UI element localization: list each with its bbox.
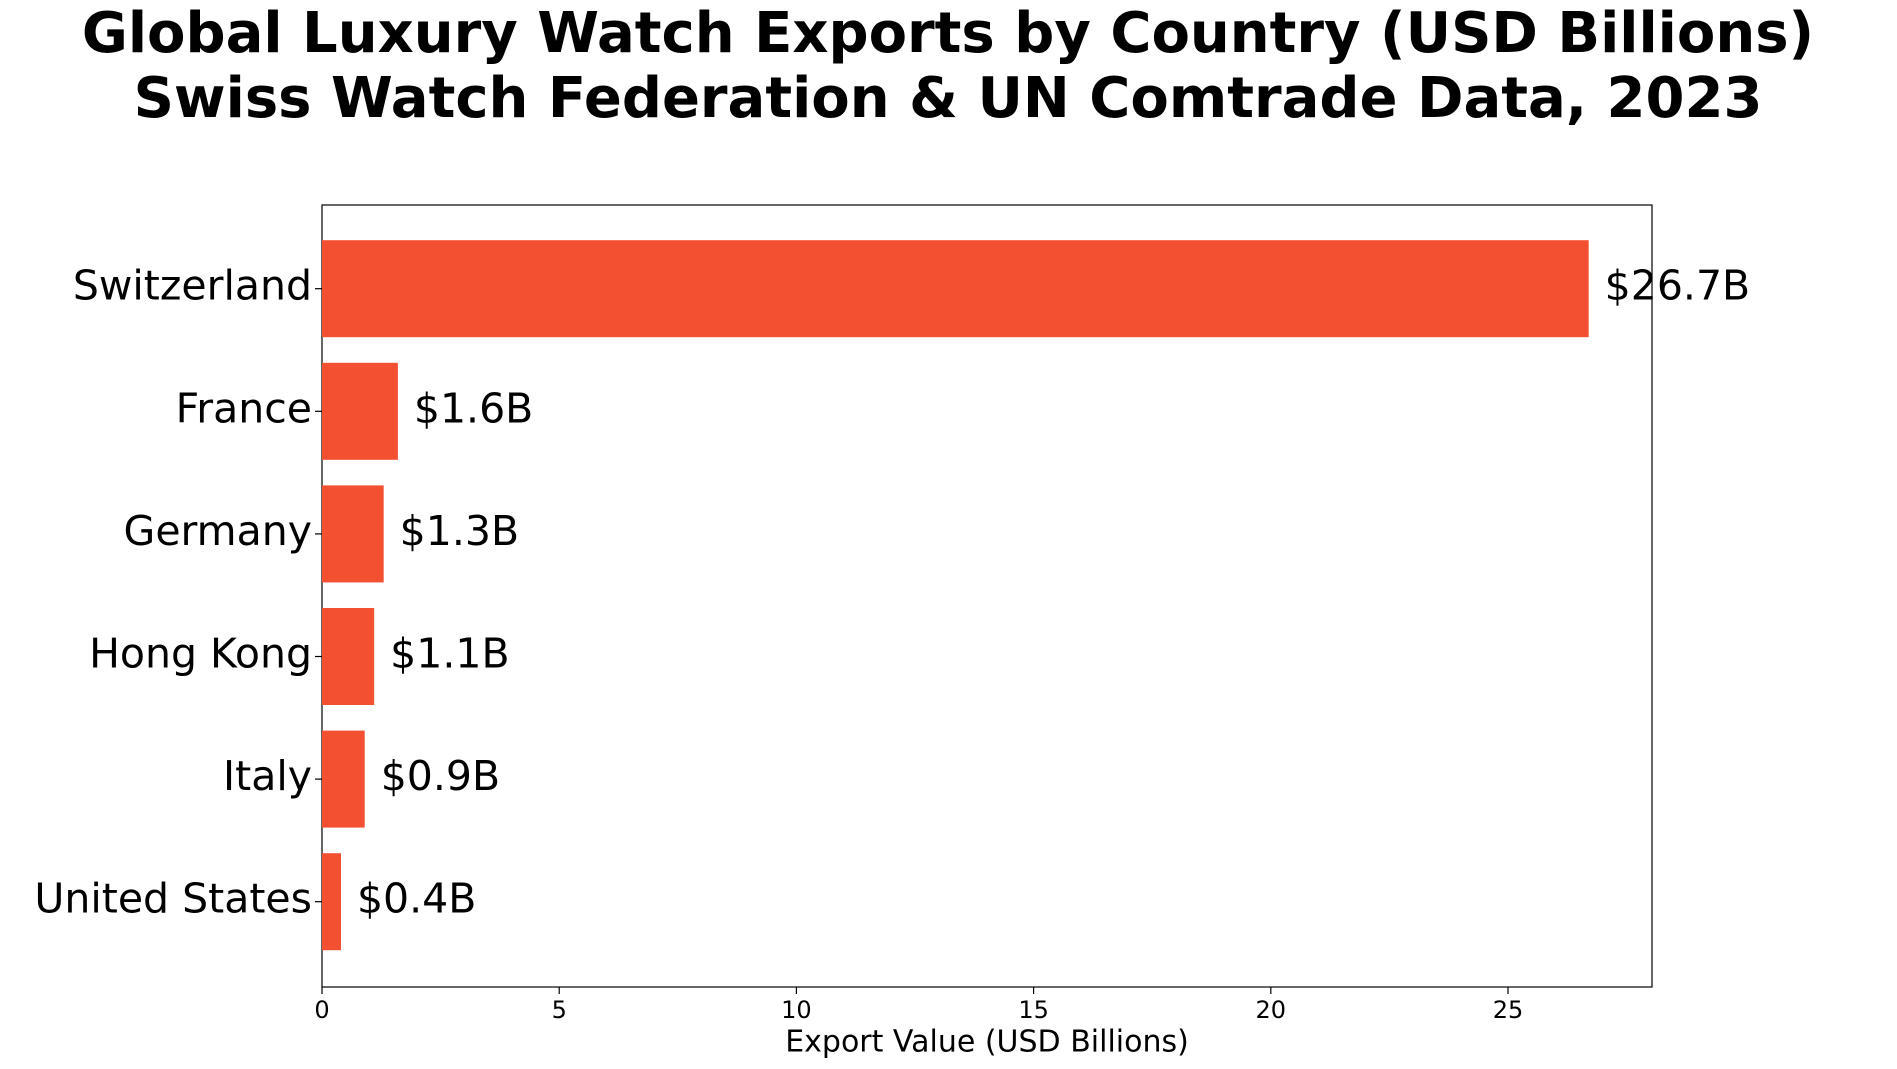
plot-frame — [321, 204, 1653, 988]
x-tick-label: 10 — [781, 996, 812, 1024]
x-axis-label: Export Value (USD Billions) — [785, 1025, 1189, 1060]
bar — [322, 362, 398, 460]
chart-title: Global Luxury Watch Exports by Country (… — [82, 1, 1814, 66]
value-label: $1.1B — [390, 630, 509, 678]
x-tick-label: 15 — [1018, 996, 1049, 1024]
y-tick-label: Hong Kong — [89, 630, 312, 678]
x-tick-label: 25 — [1493, 996, 1524, 1024]
value-label: $0.9B — [381, 752, 500, 800]
bar — [322, 485, 384, 583]
value-label: $1.3B — [400, 507, 519, 555]
value-label: $1.6B — [414, 384, 533, 432]
y-tick-label: Italy — [223, 752, 312, 800]
bar — [322, 730, 365, 828]
x-tick-label: 0 — [314, 996, 329, 1024]
y-tick-label: Germany — [124, 507, 312, 555]
value-label: $0.4B — [357, 875, 476, 923]
y-tick-label: Switzerland — [73, 262, 312, 310]
x-tick-label: 20 — [1256, 996, 1287, 1024]
bar — [322, 240, 1589, 338]
y-tick-label: France — [176, 384, 312, 432]
x-tick-label: 5 — [552, 996, 567, 1024]
chart-subtitle: Swiss Watch Federation & UN Comtrade Dat… — [134, 66, 1763, 131]
y-tick-label: United States — [34, 875, 312, 923]
value-label: $26.7B — [1605, 262, 1751, 310]
bar — [322, 608, 375, 705]
bar — [322, 853, 341, 951]
